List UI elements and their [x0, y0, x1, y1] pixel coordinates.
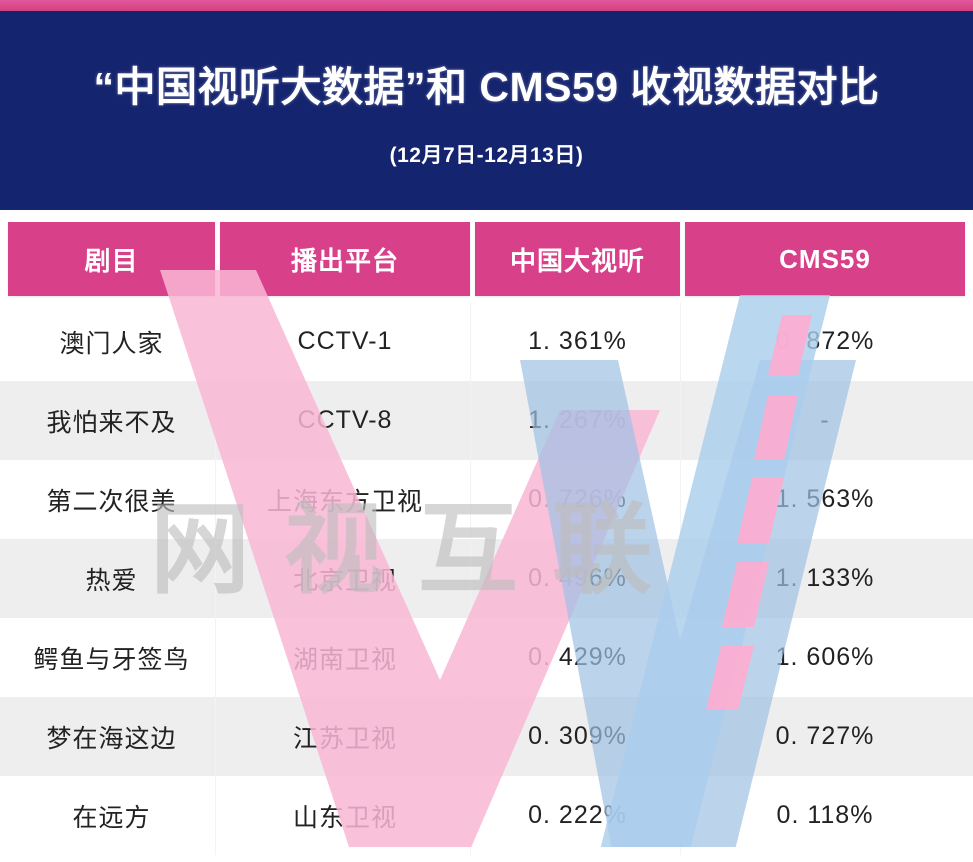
- cell-platform: 上海东方卫视: [266, 487, 423, 516]
- cell-platform: CCTV-1: [297, 327, 393, 355]
- cell-cms59: 1. 563%: [775, 485, 875, 513]
- cell-platform: 山东卫视: [292, 803, 397, 832]
- cell-cms59: 0. 727%: [775, 722, 875, 750]
- cell-program: 鳄鱼与牙签鸟: [33, 645, 190, 674]
- cell-cms59: 0. 872%: [775, 327, 875, 355]
- page-title: “中国视听大数据”和 CMS59 收视数据对比: [93, 64, 880, 110]
- column-header-cms59: CMS59: [685, 222, 965, 296]
- cell-cvb: 0. 429%: [528, 643, 627, 671]
- table-row: 在远方 山东卫视 0. 222% 0. 118%: [0, 776, 973, 855]
- top-accent-strip: [0, 0, 973, 11]
- cell-cms59: 1. 606%: [775, 643, 875, 671]
- cell-program: 澳门人家: [59, 329, 164, 358]
- cell-cvb: 1. 267%: [528, 406, 627, 434]
- cell-cvb: 0. 222%: [528, 801, 627, 829]
- table-row: 第二次很美 上海东方卫视 0. 726% 1. 563%: [0, 460, 973, 539]
- table-row-cells: 澳门人家 CCTV-1 1. 361% 0. 872%: [0, 302, 973, 381]
- cell-cms59: 0. 118%: [776, 801, 874, 829]
- table-header-row: 剧目 播出平台 中国大视听 CMS59: [0, 222, 973, 296]
- cell-platform: 湖南卫视: [292, 645, 397, 674]
- table-body: 澳门人家 CCTV-1 1. 361% 0. 872% 我怕来不及 CCTV-8 1. 26…: [0, 302, 973, 855]
- column-header-program: 剧目: [8, 222, 215, 296]
- table-row: 热爱 北京卫视 0. 496% 1. 133%: [0, 539, 973, 618]
- page-subtitle: (12月7日-12月13日): [389, 144, 584, 167]
- column-header-cvb: 中国大视听: [475, 222, 680, 296]
- table-row-cells: 热爱 北京卫视 0. 496% 1. 133%: [0, 539, 973, 618]
- cell-program: 在远方: [72, 803, 151, 832]
- cell-platform: CCTV-8: [297, 406, 393, 434]
- cell-program: 第二次很美: [46, 487, 177, 516]
- table-row: 鳄鱼与牙签鸟 湖南卫视 0. 429% 1. 606%: [0, 618, 973, 697]
- cell-cvb: 0. 496%: [528, 564, 627, 592]
- data-table: 剧目 播出平台 中国大视听 CMS59 澳门人家 CCTV-1 1. 361% 0. …: [0, 210, 973, 855]
- table-row-cells: 我怕来不及 CCTV-8 1. 267% -: [0, 381, 973, 460]
- table-row: 我怕来不及 CCTV-8 1. 267% -: [0, 381, 973, 460]
- cell-cvb: 0. 726%: [528, 485, 627, 513]
- table-row-cells: 梦在海这边 江苏卫视 0. 309% 0. 727%: [0, 697, 973, 776]
- cell-cvb: 1. 361%: [528, 327, 627, 355]
- table-row-cells: 在远方 山东卫视 0. 222% 0. 118%: [0, 776, 973, 855]
- table-row-cells: 第二次很美 上海东方卫视 0. 726% 1. 563%: [0, 460, 973, 539]
- cell-program: 热爱: [85, 566, 138, 595]
- column-header-platform: 播出平台: [220, 222, 470, 296]
- table-row: 梦在海这边 江苏卫视 0. 309% 0. 727%: [0, 697, 973, 776]
- cell-cms59: 1. 133%: [775, 564, 875, 592]
- cell-cms59: -: [820, 406, 830, 434]
- cell-platform: 北京卫视: [292, 566, 397, 595]
- table-row: 澳门人家 CCTV-1 1. 361% 0. 872%: [0, 302, 973, 381]
- table-row-cells: 鳄鱼与牙签鸟 湖南卫视 0. 429% 1. 606%: [0, 618, 973, 697]
- cell-program: 梦在海这边: [46, 724, 177, 753]
- cell-cvb: 0. 309%: [528, 722, 627, 750]
- cell-program: 我怕来不及: [46, 408, 177, 437]
- header-banner: “中国视听大数据”和 CMS59 收视数据对比 (12月7日-12月13日): [0, 11, 973, 210]
- cell-platform: 江苏卫视: [292, 724, 397, 753]
